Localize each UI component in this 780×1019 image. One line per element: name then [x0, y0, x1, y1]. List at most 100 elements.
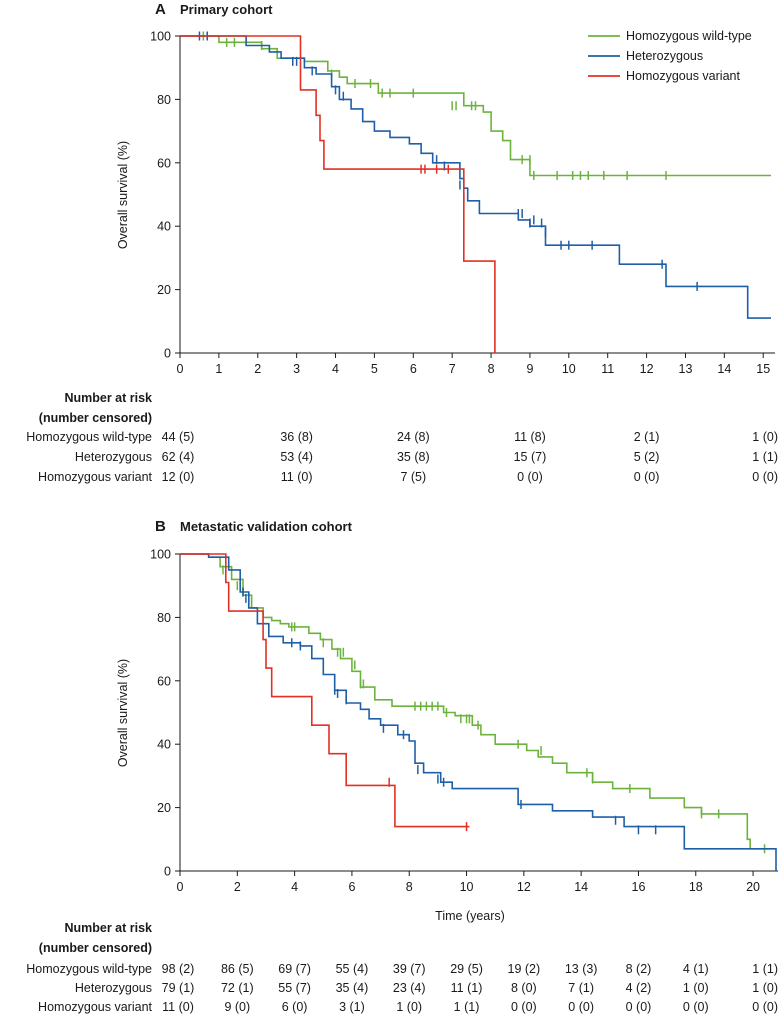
panel-b-y-tick-label-40: 40 — [157, 738, 171, 752]
panel-a-risk-table: Homozygous wild-type 44 (5) 36 (8) 24 (8) 11… — [26, 430, 778, 484]
panel-b-risk-cell: 11 (1) — [451, 981, 483, 995]
panel-a-y-tick-label-80: 80 — [157, 93, 171, 107]
panel-b-risk-row-label-homozygous-wild-type: Homozygous wild-type — [26, 962, 152, 976]
panel-b-y-tick-label-60: 60 — [157, 674, 171, 688]
legend-label-heterozygous: Heterozygous — [626, 49, 703, 63]
panel-b-risk-cell: 1 (1) — [454, 1000, 480, 1014]
panel-b-curve-homozygous-variant — [180, 553, 470, 828]
panel-a-y-tick-label-60: 60 — [157, 156, 171, 170]
panel-b-risk-cell: 19 (2) — [508, 962, 541, 976]
panel-b-risk-cell: 35 (4) — [336, 981, 369, 995]
panel-b-x-tick-label-10: 10 — [460, 880, 474, 894]
panel-a-x-tick-label-2: 2 — [254, 362, 261, 376]
panel-b-risk-cell: 1 (0) — [683, 981, 709, 995]
panel-a-x-tick-label-4: 4 — [332, 362, 339, 376]
panel-a-x-tick-label-9: 9 — [526, 362, 533, 376]
panel-a-y-tick-label-100: 100 — [150, 30, 171, 44]
panel-a-risk-cell: 7 (5) — [400, 470, 426, 484]
panel-a-risk-cell: 1 (0) — [752, 430, 778, 444]
panel-b-risk-cell: 98 (2) — [162, 962, 195, 976]
panel-a-risk-cell: 1 (1) — [752, 450, 778, 464]
panel-b-curves — [180, 553, 777, 871]
panel-a-y-tick-label-40: 40 — [157, 220, 171, 234]
panel-a-y-ticks: 0 20 40 60 80 100 — [150, 30, 180, 361]
panel-b-y-tick-label-0: 0 — [164, 865, 171, 879]
panel-a-x-tick-label-3: 3 — [293, 362, 300, 376]
panel-b-risk-cell: 86 (5) — [221, 962, 254, 976]
panel-a-risk-cell: 2 (1) — [634, 430, 660, 444]
panel-a-risk-header-line-1: Number at risk — [64, 391, 152, 405]
panel-b-risk-cell: 79 (1) — [162, 981, 195, 995]
panel-b-risk-cell: 8 (0) — [511, 981, 537, 995]
panel-a-letter: A — [155, 1, 166, 18]
panel-a-risk-cell: 0 (0) — [752, 470, 778, 484]
panel-a-risk-row-label-heterozygous: Heterozygous — [75, 450, 152, 464]
panel-b-risk-table: Homozygous wild-type 98 (2) 86 (5) 69 (7) 55… — [26, 962, 778, 1014]
panel-a-risk-cell: 53 (4) — [280, 450, 313, 464]
panel-a-risk-cell: 44 (5) — [162, 430, 195, 444]
panel-a-risk-cell: 36 (8) — [280, 430, 313, 444]
panel-b-risk-header-line-1: Number at risk — [64, 921, 152, 935]
panel-b-x-tick-label-8: 8 — [406, 880, 413, 894]
panel-b-risk-cell: 29 (5) — [450, 962, 483, 976]
panel-b-x-ticks: 0 2 4 6 8 10 12 14 16 18 20 — [177, 871, 760, 894]
panel-b-risk-row-label-homozygous-variant: Homozygous variant — [38, 1000, 152, 1014]
panel-b-risk-cell: 6 (0) — [282, 1000, 308, 1014]
panel-a-x-tick-label-10: 10 — [562, 362, 576, 376]
panel-a-y-axis-title: Overall survival (%) — [116, 141, 130, 249]
panel-a-curve-homozygous-variant — [180, 35, 496, 353]
panel-a-x-tick-label-7: 7 — [449, 362, 456, 376]
panel-b-risk-cell: 0 (0) — [626, 1000, 652, 1014]
panel-a-x-tick-label-14: 14 — [717, 362, 731, 376]
panel-a-x-tick-label-1: 1 — [215, 362, 222, 376]
panel-b-axes — [179, 554, 778, 872]
panel-b-y-axis-title: Overall survival (%) — [116, 659, 130, 767]
panel-a-risk-cell: 11 (8) — [514, 430, 546, 444]
panel-b-risk-cell: 11 (0) — [162, 1000, 194, 1014]
panel-a-risk-cell: 24 (8) — [397, 430, 430, 444]
panel-b-risk-cell: 0 (0) — [752, 1000, 778, 1014]
panel-b-x-tick-label-20: 20 — [746, 880, 760, 894]
panel-b-risk-cell: 72 (1) — [221, 981, 254, 995]
panel-a-x-tick-label-8: 8 — [488, 362, 495, 376]
panel-a-title: Primary cohort — [180, 2, 273, 17]
panel-a-risk-header-line-2: (number censored) — [39, 411, 152, 425]
panel-b-y-tick-label-20: 20 — [157, 801, 171, 815]
panel-b-x-tick-label-2: 2 — [234, 880, 241, 894]
panel-b-x-tick-label-12: 12 — [517, 880, 531, 894]
panel-b-x-axis-title: Time (years) — [435, 909, 505, 923]
panel-a-risk-row-label-homozygous-wild-type: Homozygous wild-type — [26, 430, 152, 444]
panel-b-risk-cell: 4 (2) — [626, 981, 652, 995]
panel-a-risk-cell: 15 (7) — [514, 450, 547, 464]
panel-b-risk-cell: 3 (1) — [339, 1000, 365, 1014]
panel-b-risk-cell: 1 (1) — [752, 962, 778, 976]
panel-a-x-tick-label-15: 15 — [756, 362, 770, 376]
panel-b-curve-heterozygous — [180, 553, 777, 871]
panel-a-risk-cell: 35 (8) — [397, 450, 430, 464]
panel-b-risk-cell: 7 (1) — [568, 981, 594, 995]
panel-b-risk-cell: 8 (2) — [626, 962, 652, 976]
panel-b-risk-row-label-heterozygous: Heterozygous — [75, 981, 152, 995]
panel-a-x-tick-label-13: 13 — [679, 362, 693, 376]
panel-b-risk-cell: 1 (0) — [752, 981, 778, 995]
panel-b-y-tick-label-100: 100 — [150, 548, 171, 562]
panel-a-curves — [180, 31, 771, 353]
panel-a-x-tick-label-6: 6 — [410, 362, 417, 376]
panel-b-x-tick-label-14: 14 — [574, 880, 588, 894]
panel-b-x-tick-label-16: 16 — [632, 880, 646, 894]
panel-b-risk-cell: 23 (4) — [393, 981, 426, 995]
panel-a-risk-cell: 12 (0) — [162, 470, 195, 484]
panel-a-legend: Homozygous wild-type Heterozygous Homozy… — [588, 29, 752, 83]
panel-a-x-tick-label-5: 5 — [371, 362, 378, 376]
panel-a-risk-cell: 11 (0) — [281, 470, 313, 484]
panel-b-title: Metastatic validation cohort — [180, 519, 353, 534]
panel-a-x-tick-label-12: 12 — [640, 362, 654, 376]
panel-b-risk-cell: 9 (0) — [224, 1000, 250, 1014]
panel-b-risk-cell: 0 (0) — [683, 1000, 709, 1014]
panel-a-axes — [179, 36, 775, 354]
panel-b-x-tick-label-6: 6 — [348, 880, 355, 894]
panel-b-risk-cell: 55 (7) — [278, 981, 311, 995]
panel-b-risk-cell: 4 (1) — [683, 962, 709, 976]
panel-b-risk-cell: 13 (3) — [565, 962, 598, 976]
